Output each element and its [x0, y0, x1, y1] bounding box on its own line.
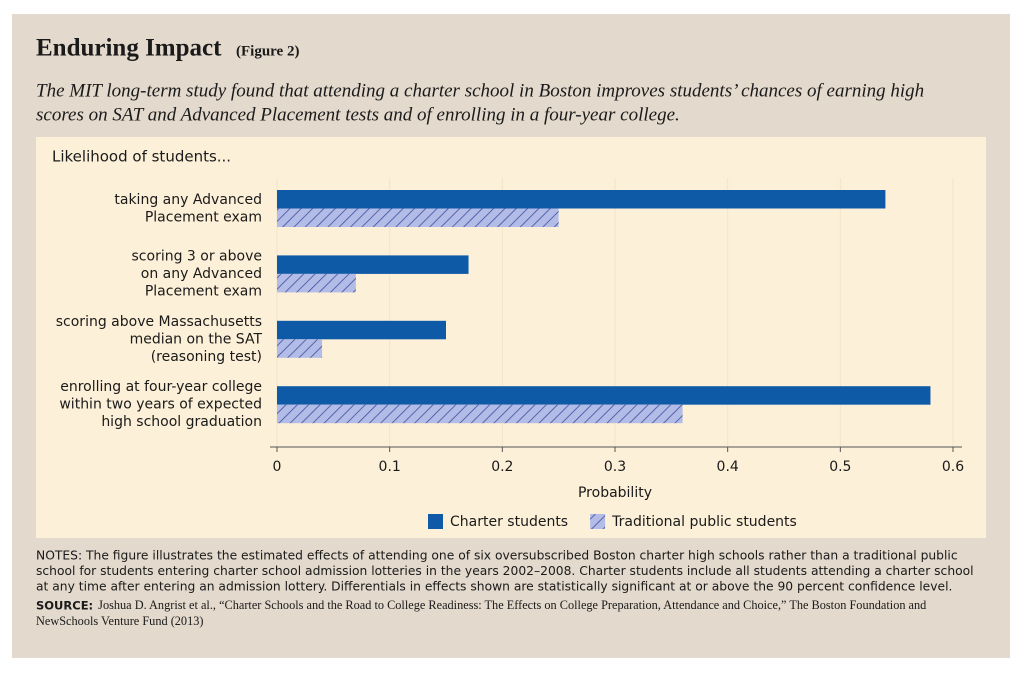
category-label: within two years of expected [59, 397, 262, 413]
subtitle: scores on SAT and Advanced Placement tes… [36, 104, 680, 125]
x-tick-label: 0.3 [604, 459, 626, 475]
legend-swatch [590, 514, 606, 529]
source-line: Joshua D. Angrist et al., “Charter Schoo… [98, 598, 926, 612]
bar [277, 386, 931, 405]
subtitle: The MIT long-term study found that atten… [36, 80, 924, 101]
category-label: scoring above Massachusetts [56, 314, 262, 330]
category-label: Placement exam [145, 209, 262, 225]
chart-title: Enduring Impact [36, 35, 222, 62]
legend-swatch [428, 514, 443, 529]
bar [277, 255, 469, 274]
bar [277, 273, 356, 293]
bar [277, 339, 323, 358]
note-line: NOTES: The figure illustrates the estima… [36, 549, 958, 563]
category-label: Placement exam [145, 283, 262, 299]
category-label: scoring 3 or above [132, 248, 262, 264]
category-label: median on the SAT [130, 331, 263, 347]
figure-label: (Figure 2) [236, 43, 299, 59]
x-tick-label: 0.6 [942, 459, 964, 475]
category-label: taking any Advanced [114, 192, 262, 208]
legend-label: Traditional public students [611, 514, 797, 530]
x-tick-label: 0 [273, 459, 282, 475]
x-tick-label: 0.5 [829, 459, 851, 475]
bar [277, 190, 886, 209]
category-label: on any Advanced [141, 266, 262, 282]
source-label: SOURCE: [36, 599, 93, 613]
note-line: school for students entering charter sch… [36, 564, 974, 578]
x-tick-label: 0.2 [491, 459, 513, 475]
category-label: high school graduation [101, 414, 262, 430]
panel-label: Likelihood of students... [52, 148, 231, 166]
note-line: at any time after entering an admission … [36, 580, 952, 594]
bar [277, 404, 683, 424]
source-line: NewSchools Venture Fund (2013) [36, 614, 203, 628]
legend-label: Charter students [450, 514, 568, 530]
bar [277, 320, 446, 340]
category-label: enrolling at four-year college [60, 379, 262, 395]
category-label: (reasoning test) [151, 349, 262, 365]
x-tick-label: 0.1 [379, 459, 401, 475]
x-tick-label: 0.4 [717, 459, 739, 475]
x-axis-label: Probability [578, 485, 652, 501]
bar [277, 208, 559, 227]
